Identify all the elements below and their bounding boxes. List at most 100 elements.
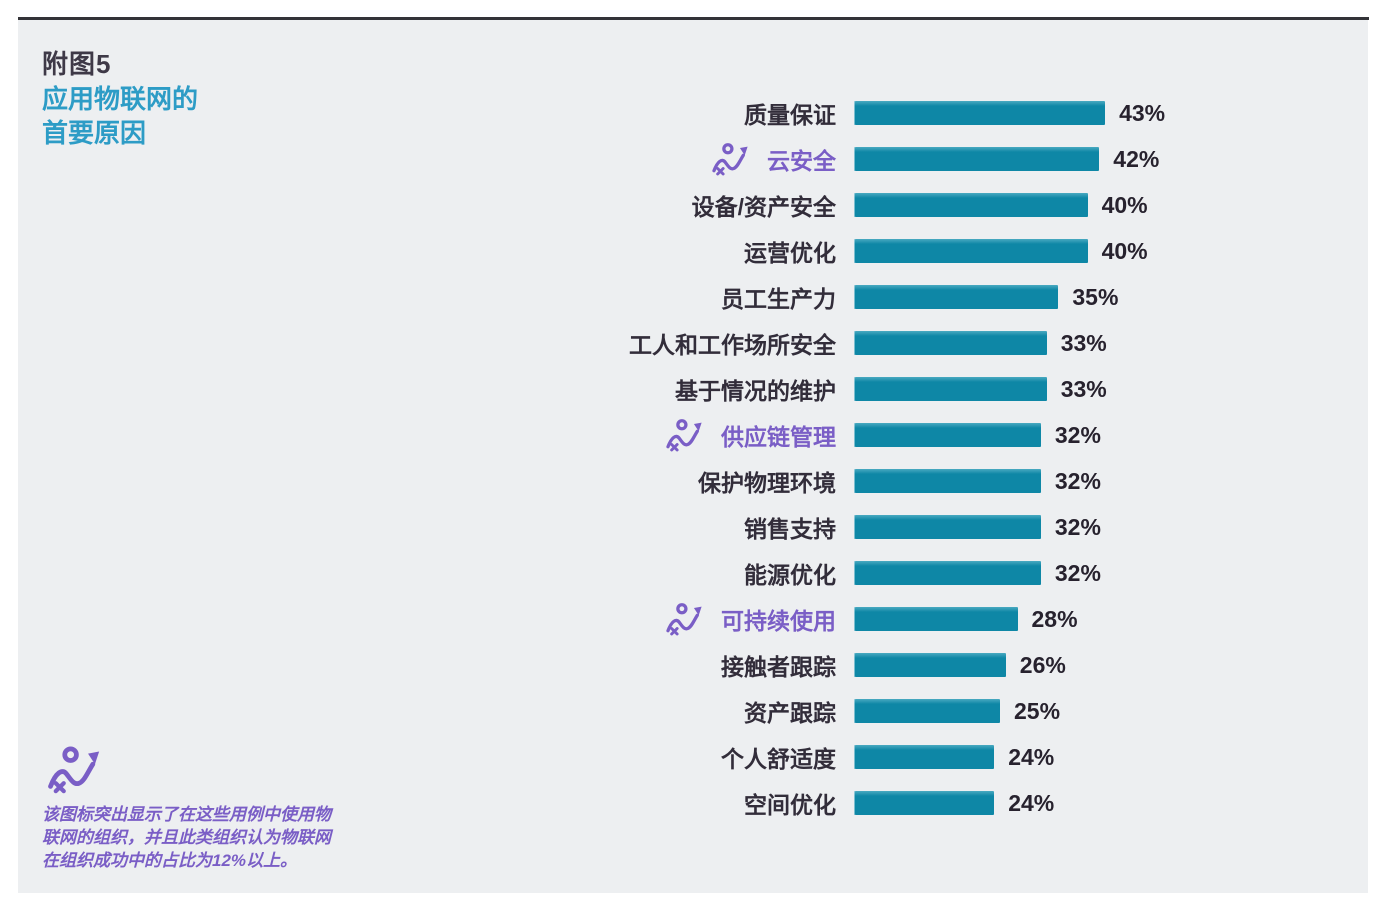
trend-x-mark [53,781,66,794]
bar [854,561,1041,585]
bar-label-cell: 资产跟踪 [18,694,854,728]
bar-label: 接触者跟踪 [721,654,836,680]
bar-label-cell: 能源优化 [18,556,854,590]
chart-row: 空间优化 24% [18,780,1368,826]
trend-arrowhead [693,606,702,616]
bar-value: 25% [1014,697,1061,724]
bar-label: 销售支持 [744,516,836,542]
bar-label-cell: 个人舒适度 [18,740,854,774]
bar-value: 40% [1101,191,1148,218]
bar [854,101,1106,125]
chart-row: 工人和工作场所安全 33% [18,320,1368,366]
bar [854,469,1041,493]
chart-title-line2: 首要原因 [42,118,147,148]
trend-icon [48,746,100,794]
chart-row: 能源优化 32% [18,550,1368,596]
trend-wave [666,613,699,633]
bar-label: 云安全 [767,148,836,174]
bar-label: 空间优化 [744,792,836,818]
bar-label-cell: 空间优化 [18,786,854,820]
bar-value: 35% [1072,283,1119,310]
trend-dot [676,603,688,615]
trend-icon [666,603,702,636]
bar-value: 32% [1054,513,1101,540]
legend-text: 该图标突出显示了在这些用例中使用物 联网的组织，并且此类组织认为物联网 在组织成… [42,803,442,872]
chart-row: 可持续使用 28% [18,596,1368,642]
bar [854,147,1100,171]
trend-icon [666,419,702,452]
figure-card: 附图5 应用物联网的 首要原因 质量保证 43% 云安全 42% 设备/资产安全 40%… [18,20,1368,893]
bar-chart: 质量保证 43% 云安全 42% 设备/资产安全 40% 运营优化 40% 员工生产力 35% 工… [18,90,1368,826]
chart-row: 保护物理环境 32% [18,458,1368,504]
bar-label: 能源优化 [744,562,836,588]
trend-wave [666,429,699,449]
bar-value: 32% [1054,559,1101,586]
bar-label: 个人舒适度 [721,746,836,772]
bar-value: 28% [1031,605,1078,632]
bar [854,285,1059,309]
bar-value: 24% [1008,789,1055,816]
bar-label-cell: 质量保证 [18,96,854,130]
legend-note: 该图标突出显示了在这些用例中使用物 联网的组织，并且此类组织认为物联网 在组织成… [42,742,442,872]
bar-value: 32% [1054,467,1101,494]
bar-value: 40% [1101,237,1148,264]
chart-row: 接触者跟踪 26% [18,642,1368,688]
chart-row: 个人舒适度 24% [18,734,1368,780]
chart-row: 运营优化 40% [18,228,1368,274]
bar-label: 设备/资产安全 [691,194,836,220]
card-top-border [18,17,1369,20]
bar [854,239,1088,263]
bar-label-cell: 员工生产力 [18,280,854,314]
chart-title-line1: 应用物联网的 [42,84,199,114]
chart-row: 资产跟踪 25% [18,688,1368,734]
bar-value: 33% [1060,329,1107,356]
chart-row: 销售支持 32% [18,504,1368,550]
bar-label-cell: 保护物理环境 [18,464,854,498]
chart-row: 基于情况的维护 33% [18,366,1368,412]
bar-label: 供应链管理 [721,424,836,450]
trend-dot [676,419,688,431]
bar [854,515,1041,539]
legend-text-line2: 联网的组织，并且此类组织认为物联网 [42,828,331,847]
trend-wave [48,761,96,789]
trend-dot [62,746,79,763]
bar-label-cell: 运营优化 [18,234,854,268]
trend-arrowhead [739,146,748,156]
trend-arrowhead [88,751,100,765]
bar-label: 工人和工作场所安全 [629,332,836,358]
chart-row: 供应链管理 32% [18,412,1368,458]
bar [854,791,995,815]
bar-label: 质量保证 [744,102,836,128]
bar-label-cell: 销售支持 [18,510,854,544]
chart-title: 应用物联网的 首要原因 [42,82,198,150]
bar-label-cell: 云安全 [18,140,854,178]
trend-arrowhead [693,422,702,432]
trend-wave [712,153,745,173]
bar [854,699,1000,723]
bar-label: 可持续使用 [721,608,836,634]
bar-label-cell: 供应链管理 [18,416,854,454]
trend-x-mark [670,627,679,636]
bar [854,377,1047,401]
bar [854,607,1018,631]
bar-label: 基于情况的维护 [675,378,836,404]
bar-label: 保护物理环境 [698,470,836,496]
bar-value: 32% [1054,421,1101,448]
bar [854,423,1041,447]
legend-text-line3: 在组织成功中的占比为12%以上。 [42,851,298,870]
bar-label-cell: 设备/资产安全 [18,188,854,222]
bar-label-cell: 接触者跟踪 [18,648,854,682]
bar-label-cell: 基于情况的维护 [18,372,854,406]
bar-value: 26% [1019,651,1066,678]
bar-value: 43% [1119,99,1166,126]
bar-label: 资产跟踪 [744,700,836,726]
figure-number: 附图5 [42,49,112,79]
trend-x-mark [670,443,679,452]
trend-dot [722,143,734,155]
bar [854,193,1088,217]
bar [854,745,995,769]
bar [854,653,1006,677]
chart-row: 员工生产力 35% [18,274,1368,320]
chart-row: 设备/资产安全 40% [18,182,1368,228]
